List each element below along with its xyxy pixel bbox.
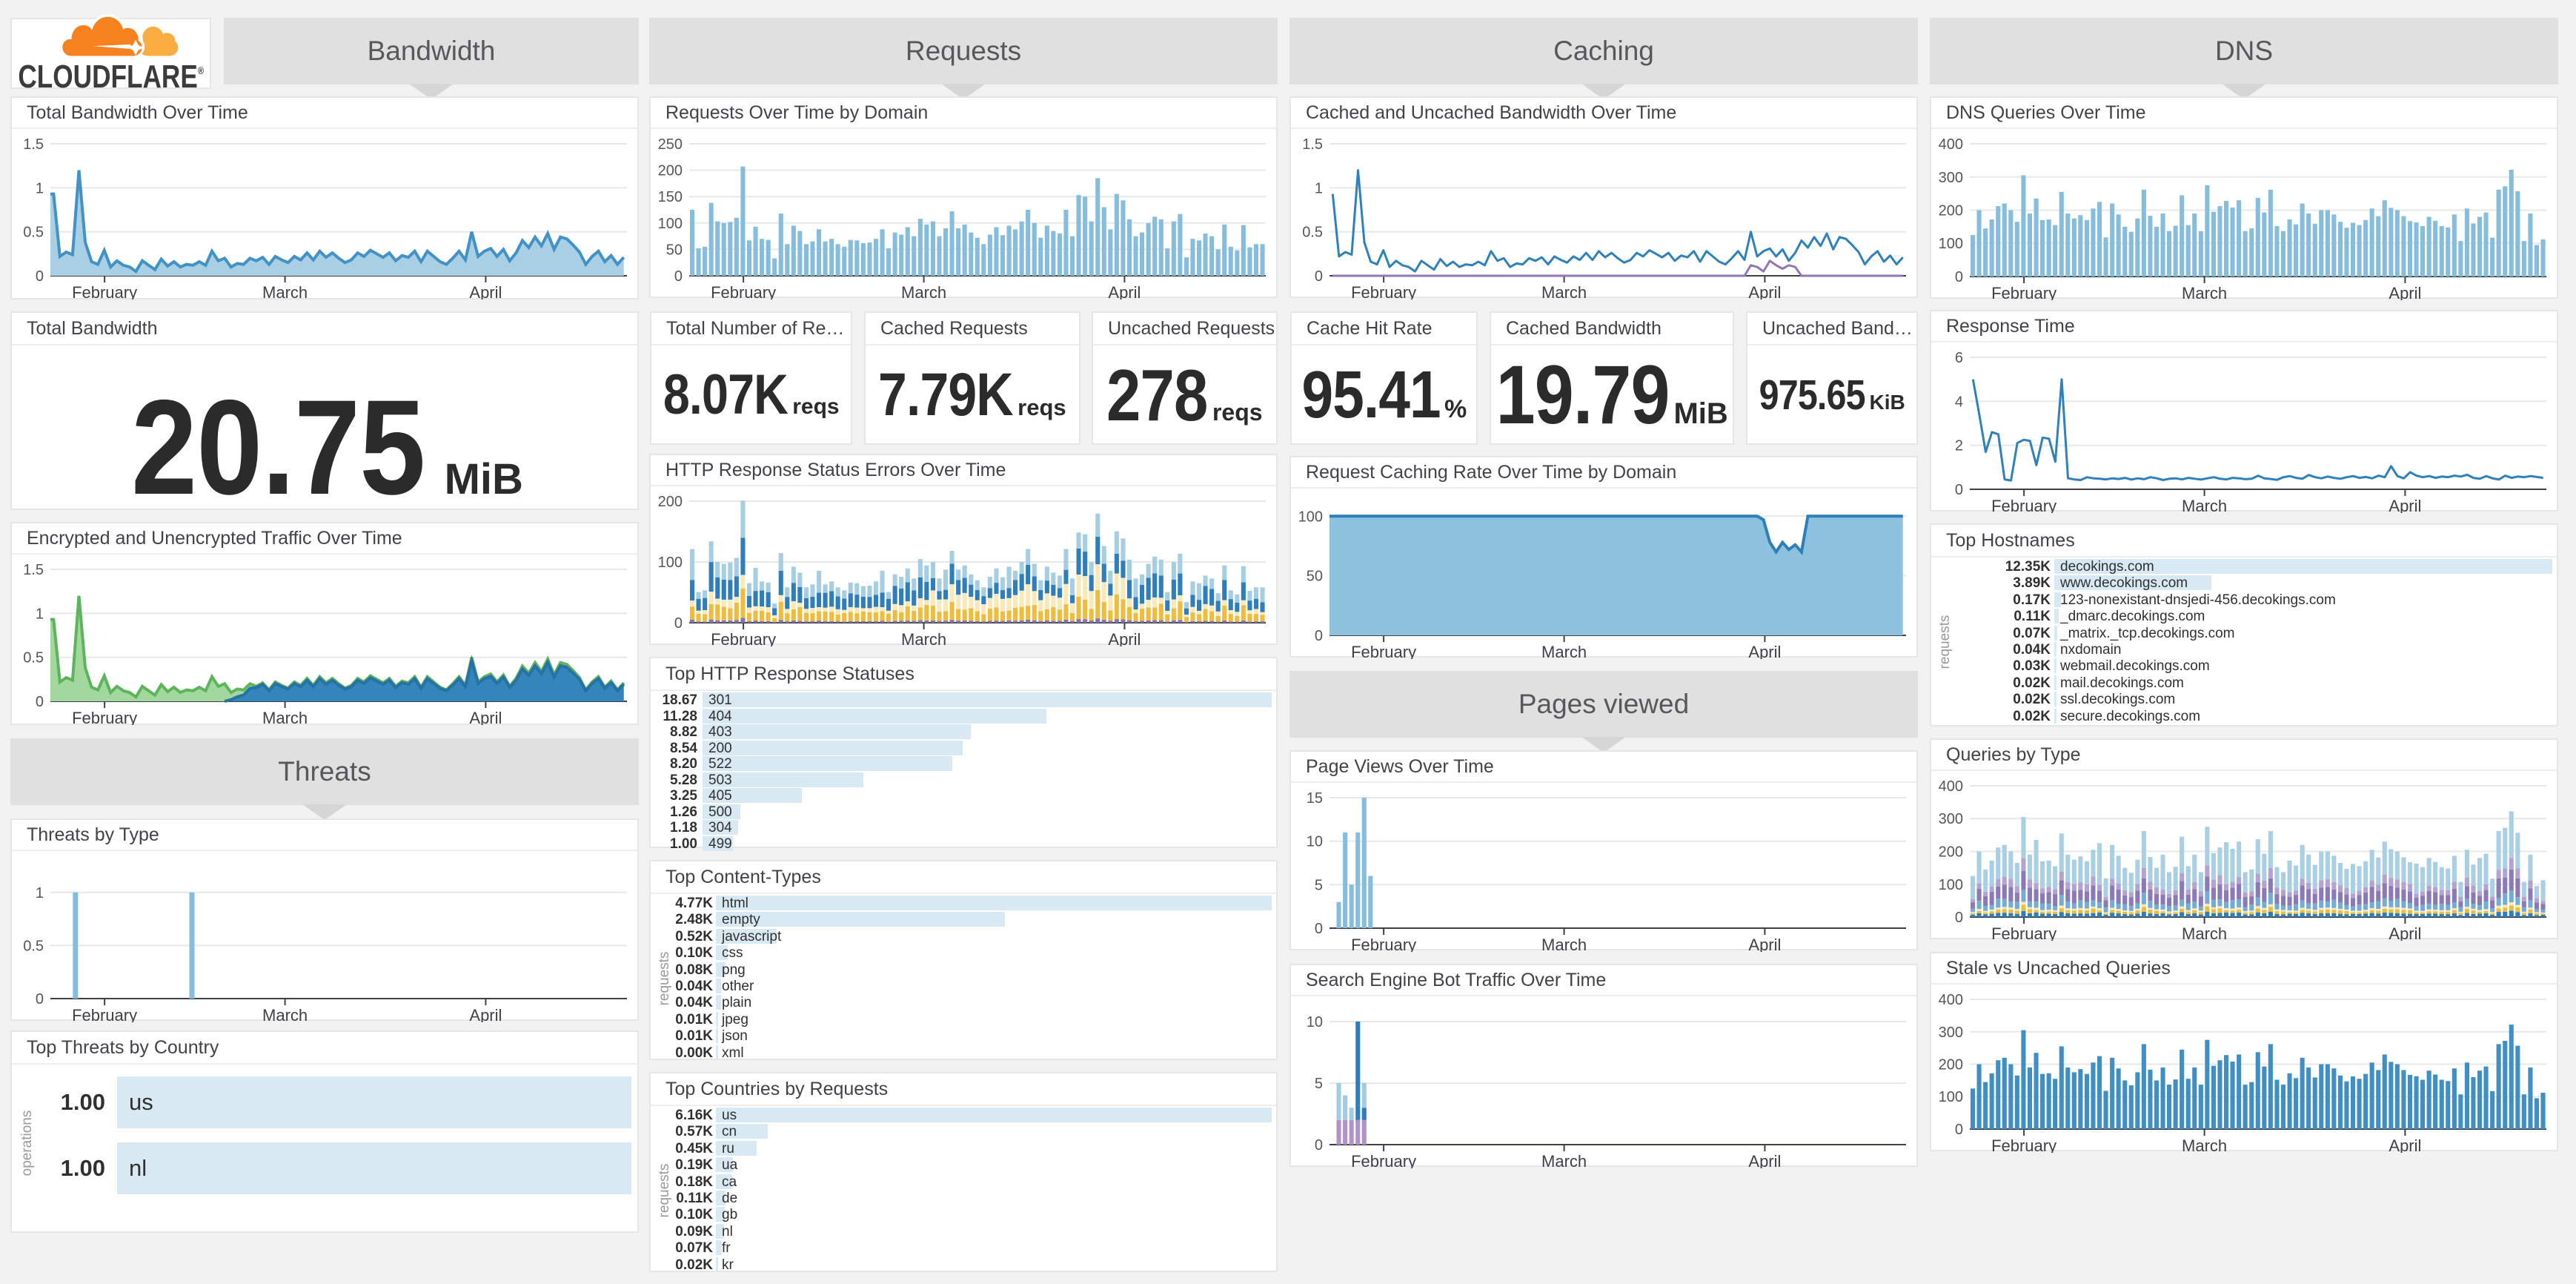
svg-text:March: March	[1541, 643, 1587, 659]
svg-text:February: February	[72, 1006, 137, 1022]
svg-text:200: 200	[658, 494, 683, 510]
svg-text:400: 400	[1939, 992, 1963, 1008]
svg-text:100: 100	[658, 555, 683, 571]
svg-text:0: 0	[674, 615, 683, 632]
svg-text:50: 50	[666, 242, 683, 258]
svg-text:April: April	[1748, 936, 1781, 952]
svg-text:February: February	[1991, 497, 2057, 513]
svg-text:2: 2	[1955, 438, 1963, 454]
svg-text:10: 10	[1307, 1014, 1323, 1030]
svg-text:200: 200	[1939, 844, 1963, 861]
svg-text:300: 300	[1939, 811, 1963, 827]
svg-text:0: 0	[674, 268, 683, 285]
svg-text:February: February	[72, 709, 137, 725]
svg-text:200: 200	[1939, 203, 1963, 219]
svg-text:0: 0	[1315, 268, 1323, 285]
svg-text:1.5: 1.5	[23, 136, 44, 153]
svg-text:6: 6	[1955, 350, 1963, 366]
svg-text:April: April	[469, 283, 502, 300]
svg-text:February: February	[1991, 1136, 2057, 1153]
svg-text:February: February	[1351, 643, 1416, 659]
svg-text:March: March	[2182, 1136, 2227, 1153]
svg-text:February: February	[711, 630, 776, 646]
svg-text:200: 200	[658, 163, 683, 179]
svg-text:1.5: 1.5	[23, 562, 44, 578]
svg-text:0.5: 0.5	[1302, 225, 1323, 241]
svg-text:0: 0	[1955, 269, 1963, 285]
svg-text:300: 300	[1939, 1025, 1963, 1041]
svg-text:April: April	[2389, 284, 2421, 300]
svg-text:0: 0	[36, 694, 44, 710]
svg-text:March: March	[1541, 283, 1587, 300]
svg-text:April: April	[469, 709, 502, 725]
svg-text:400: 400	[1939, 136, 1963, 153]
svg-text:April: April	[1748, 1152, 1781, 1168]
svg-text:0.5: 0.5	[23, 938, 44, 954]
svg-text:4: 4	[1955, 394, 1963, 410]
svg-text:April: April	[2389, 924, 2421, 941]
svg-text:April: April	[1748, 643, 1781, 659]
svg-text:150: 150	[658, 189, 683, 205]
svg-text:February: February	[1351, 936, 1416, 952]
svg-text:February: February	[1351, 1152, 1416, 1168]
svg-text:250: 250	[658, 136, 683, 153]
svg-text:50: 50	[1307, 569, 1323, 585]
svg-text:February: February	[1991, 284, 2057, 300]
svg-text:100: 100	[658, 216, 683, 232]
svg-text:March: March	[262, 283, 308, 300]
svg-text:1: 1	[36, 885, 44, 901]
svg-text:100: 100	[1939, 1089, 1963, 1105]
svg-text:April: April	[1108, 630, 1141, 646]
svg-text:0: 0	[1315, 628, 1323, 644]
svg-text:1: 1	[36, 606, 44, 622]
svg-text:0: 0	[1315, 1137, 1323, 1154]
svg-text:April: April	[2389, 1136, 2421, 1153]
svg-text:March: March	[1541, 936, 1587, 952]
svg-text:April: April	[2389, 497, 2421, 513]
svg-text:March: March	[1541, 1152, 1587, 1168]
svg-text:March: March	[262, 709, 308, 725]
svg-text:March: March	[2182, 284, 2227, 300]
svg-text:0: 0	[1955, 1122, 1963, 1138]
svg-text:0: 0	[36, 991, 44, 1007]
svg-text:February: February	[711, 283, 776, 300]
svg-text:0: 0	[1955, 482, 1963, 498]
svg-text:February: February	[72, 283, 137, 300]
svg-text:15: 15	[1307, 790, 1323, 807]
svg-text:5: 5	[1315, 1076, 1323, 1092]
svg-text:10: 10	[1307, 834, 1323, 850]
svg-text:March: March	[262, 1006, 308, 1022]
svg-text:March: March	[901, 630, 946, 646]
svg-text:April: April	[469, 1006, 502, 1022]
svg-text:5: 5	[1315, 877, 1323, 893]
svg-text:1.5: 1.5	[1302, 136, 1323, 153]
svg-text:0.5: 0.5	[23, 650, 44, 666]
svg-text:200: 200	[1939, 1057, 1963, 1073]
svg-text:0: 0	[1315, 921, 1323, 937]
svg-text:February: February	[1351, 283, 1416, 300]
svg-text:April: April	[1748, 283, 1781, 300]
svg-text:100: 100	[1939, 236, 1963, 252]
svg-text:0: 0	[1955, 910, 1963, 926]
svg-text:0: 0	[36, 268, 44, 285]
svg-text:100: 100	[1939, 877, 1963, 893]
svg-text:1: 1	[36, 180, 44, 196]
svg-text:April: April	[1108, 283, 1141, 300]
svg-text:400: 400	[1939, 778, 1963, 795]
svg-text:300: 300	[1939, 170, 1963, 186]
svg-text:100: 100	[1298, 509, 1323, 525]
svg-text:March: March	[2182, 497, 2227, 513]
svg-text:March: March	[2182, 924, 2227, 941]
svg-text:March: March	[901, 283, 946, 300]
svg-text:February: February	[1991, 924, 2057, 941]
svg-text:0.5: 0.5	[23, 225, 44, 241]
svg-text:1: 1	[1315, 180, 1323, 196]
